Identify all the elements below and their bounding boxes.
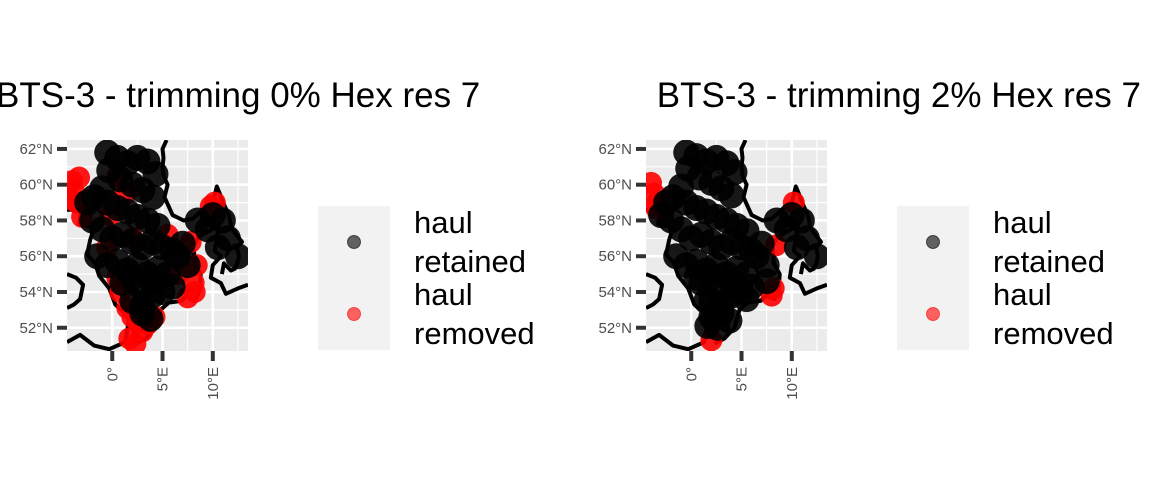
point-retained [139,184,166,211]
legend-key-background [897,206,969,350]
legend-key-0 [347,235,361,249]
x-tick-label: 5°E [155,367,172,391]
legend-label-line2: removed [993,316,1114,351]
y-tick-label: 54°N [598,284,632,301]
point-removed [68,166,91,189]
point-retained [694,312,721,339]
legend-label-line1: haul [414,205,473,240]
coastline [646,272,665,310]
point-retained [159,273,186,300]
legend-label-line2: retained [993,244,1105,279]
x-tick-label: 0° [683,367,700,381]
chart-title: BTS-3 - trimming 0% Hex res 7 [0,76,480,115]
x-tick-label: 10°E [205,367,222,400]
chart-title: BTS-3 - trimming 2% Hex res 7 [657,76,1141,115]
coastline [67,272,86,310]
point-retained [137,305,164,332]
y-tick-label: 58°N [598,212,632,229]
y-tick-label: 54°N [19,284,53,301]
chart-panel-left: 52°N 54°N 56°N 58°N 60°N 62°N 0° 5°E 10°E BTS-3 -… [0,76,535,400]
legend-key-0 [926,235,940,249]
point-retained [803,243,827,270]
point-retained [224,243,248,270]
point-retained [753,268,780,295]
legend-key-background [318,206,390,350]
legend-label-line2: removed [414,316,535,351]
point-retained [174,252,201,279]
legend-label-line1: haul [414,277,473,312]
legend-key-1 [347,307,361,321]
y-tick-label: 52°N [598,320,632,337]
y-tick-label: 60°N [19,177,53,194]
y-tick-label: 62°N [598,141,632,158]
point-retained [733,286,760,313]
y-tick-label: 60°N [598,177,632,194]
data-points [646,140,827,351]
y-tick-label: 56°N [19,248,53,265]
point-retained [788,207,815,234]
point-retained [718,182,745,209]
x-tick-label: 10°E [784,367,801,400]
y-tick-label: 56°N [598,248,632,265]
legend-label-line1: haul [993,205,1052,240]
x-tick-label: 0° [104,367,121,381]
chart-panel-right: 52°N 54°N 56°N 58°N 60°N 62°N 0° 5°E 10°E BTS-3 -… [598,76,1141,400]
point-retained [209,207,236,234]
y-tick-label: 52°N [19,320,53,337]
legend-key-1 [926,307,940,321]
y-tick-label: 58°N [19,212,53,229]
legend-label-line1: haul [993,277,1052,312]
data-points [67,140,248,351]
legend-label-line2: retained [414,244,526,279]
y-tick-label: 62°N [19,141,53,158]
x-tick-label: 5°E [734,367,751,391]
